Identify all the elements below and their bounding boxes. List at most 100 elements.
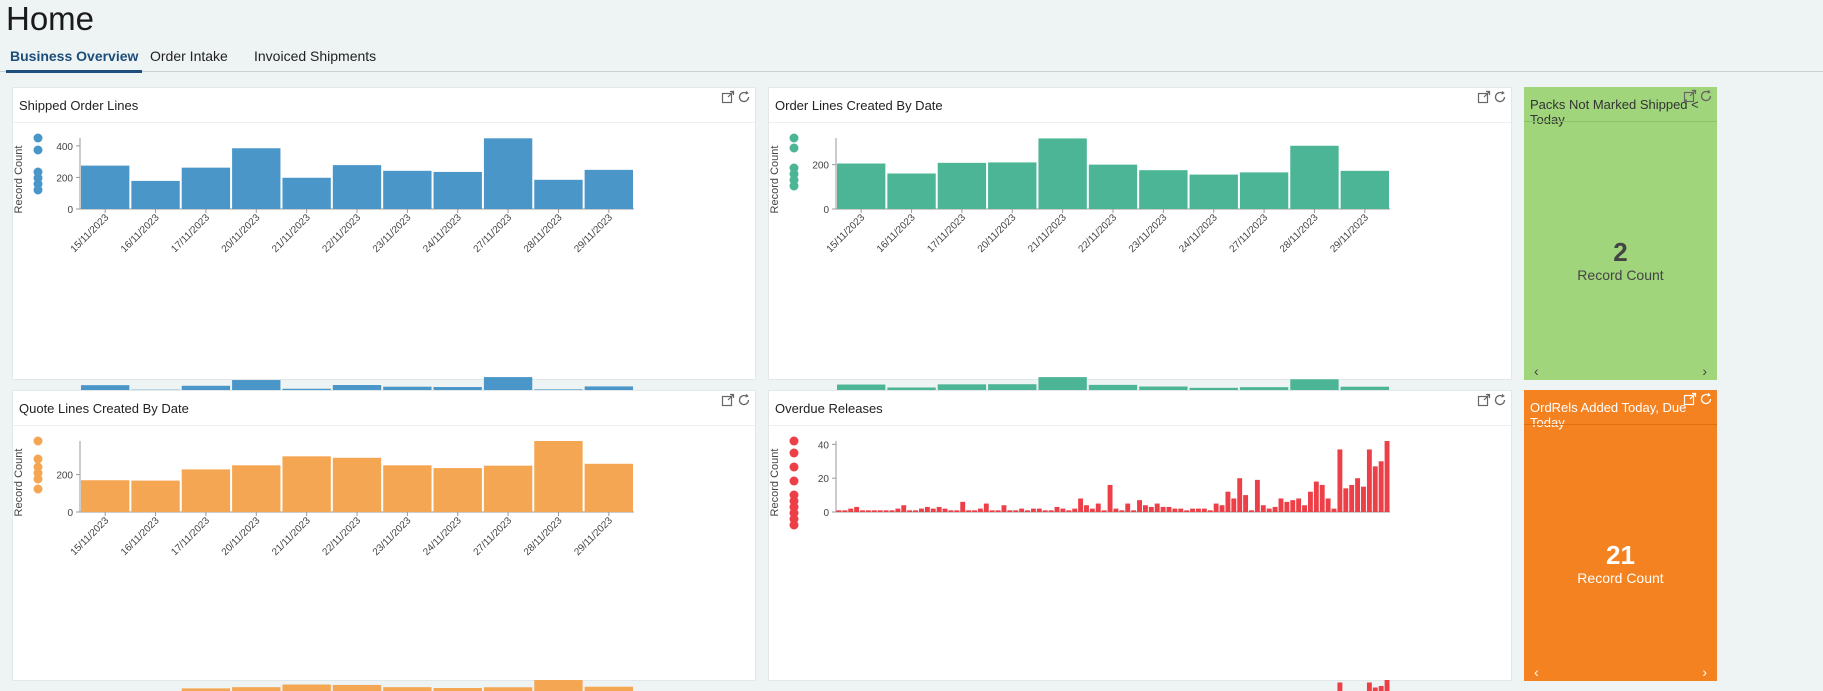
bar[interactable] bbox=[1239, 172, 1289, 209]
bar[interactable] bbox=[836, 510, 842, 512]
bar[interactable] bbox=[1078, 498, 1084, 512]
bar[interactable] bbox=[1030, 508, 1036, 512]
bar[interactable] bbox=[1001, 505, 1007, 512]
bar[interactable] bbox=[1196, 508, 1201, 512]
bar[interactable] bbox=[1166, 506, 1172, 512]
bar[interactable] bbox=[1337, 449, 1343, 512]
bar[interactable] bbox=[1148, 506, 1154, 512]
bar[interactable] bbox=[1137, 500, 1142, 512]
open-external-icon[interactable] bbox=[1477, 90, 1491, 104]
bar[interactable] bbox=[1189, 174, 1238, 209]
bar[interactable] bbox=[960, 501, 966, 512]
bar[interactable] bbox=[895, 508, 901, 512]
bar[interactable] bbox=[936, 506, 942, 512]
legend-dot[interactable] bbox=[33, 474, 43, 484]
bar[interactable] bbox=[1219, 505, 1225, 512]
tab-order-intake[interactable]: Order Intake bbox=[150, 48, 228, 64]
bar[interactable] bbox=[948, 510, 954, 512]
bar[interactable] bbox=[232, 148, 281, 209]
bar[interactable] bbox=[1366, 449, 1372, 512]
bar[interactable] bbox=[1054, 506, 1060, 512]
bar[interactable] bbox=[983, 503, 989, 512]
bar[interactable] bbox=[332, 457, 382, 512]
bar[interactable] bbox=[1113, 508, 1119, 512]
bar[interactable] bbox=[919, 508, 924, 512]
legend-dot[interactable] bbox=[789, 133, 799, 143]
bar[interactable] bbox=[930, 508, 936, 512]
bar[interactable] bbox=[1260, 505, 1266, 512]
refresh-icon[interactable] bbox=[737, 90, 751, 104]
prev-button[interactable]: ‹ bbox=[1534, 664, 1539, 680]
bar[interactable] bbox=[883, 510, 889, 512]
bar[interactable] bbox=[1384, 441, 1390, 512]
bar[interactable] bbox=[1038, 138, 1087, 209]
bar[interactable] bbox=[966, 510, 972, 512]
bar[interactable] bbox=[854, 506, 860, 512]
bar[interactable] bbox=[282, 456, 331, 512]
bar[interactable] bbox=[1154, 503, 1160, 512]
bar[interactable] bbox=[1302, 505, 1307, 512]
open-external-icon[interactable] bbox=[1683, 392, 1697, 406]
bar[interactable] bbox=[1361, 486, 1366, 512]
bar[interactable] bbox=[871, 510, 877, 512]
bar[interactable] bbox=[1378, 461, 1384, 512]
next-button[interactable]: › bbox=[1702, 664, 1707, 680]
bar[interactable] bbox=[1190, 508, 1196, 512]
bar[interactable] bbox=[1290, 145, 1339, 209]
bar[interactable] bbox=[1349, 484, 1355, 512]
open-external-icon[interactable] bbox=[721, 90, 735, 104]
bar[interactable] bbox=[1243, 495, 1249, 512]
bar[interactable] bbox=[1207, 510, 1213, 512]
legend-dot[interactable] bbox=[789, 143, 799, 153]
bar[interactable] bbox=[842, 510, 848, 512]
legend-dot[interactable] bbox=[33, 484, 43, 494]
bar[interactable] bbox=[1131, 510, 1137, 512]
bar[interactable] bbox=[907, 510, 913, 512]
bar[interactable] bbox=[81, 480, 130, 512]
bar[interactable] bbox=[483, 138, 533, 209]
bar[interactable] bbox=[1340, 170, 1389, 209]
prev-button[interactable]: ‹ bbox=[1534, 363, 1539, 379]
refresh-icon[interactable] bbox=[1699, 392, 1713, 406]
bar[interactable] bbox=[1042, 510, 1048, 512]
bar[interactable] bbox=[1278, 498, 1284, 512]
bar[interactable] bbox=[1089, 508, 1095, 512]
bar[interactable] bbox=[1254, 479, 1260, 512]
bar[interactable] bbox=[989, 510, 995, 512]
bar[interactable] bbox=[937, 162, 987, 209]
legend-dot[interactable] bbox=[789, 476, 799, 486]
bar[interactable] bbox=[433, 171, 482, 209]
bar[interactable] bbox=[1313, 481, 1319, 512]
refresh-icon[interactable] bbox=[1493, 90, 1507, 104]
bar[interactable] bbox=[332, 165, 382, 209]
bar[interactable] bbox=[988, 162, 1037, 209]
bar[interactable] bbox=[1142, 505, 1148, 512]
legend-dot[interactable] bbox=[33, 185, 43, 195]
bar[interactable] bbox=[942, 508, 948, 512]
bar[interactable] bbox=[584, 463, 633, 512]
bar[interactable] bbox=[877, 510, 883, 512]
bar[interactable] bbox=[1060, 508, 1066, 512]
legend-dot[interactable] bbox=[789, 462, 799, 472]
legend-dot[interactable] bbox=[789, 448, 799, 458]
bar[interactable] bbox=[1178, 508, 1184, 512]
tab-invoiced-shipments[interactable]: Invoiced Shipments bbox=[254, 48, 377, 64]
legend-dot[interactable] bbox=[789, 520, 799, 530]
bar[interactable] bbox=[995, 510, 1001, 512]
open-external-icon[interactable] bbox=[721, 393, 735, 407]
bar[interactable] bbox=[1088, 164, 1138, 209]
bar[interactable] bbox=[584, 169, 633, 209]
bar[interactable] bbox=[1095, 503, 1101, 512]
refresh-icon[interactable] bbox=[1699, 89, 1713, 103]
bar[interactable] bbox=[383, 465, 432, 512]
bar[interactable] bbox=[181, 167, 231, 209]
bar[interactable] bbox=[1084, 505, 1089, 512]
bar[interactable] bbox=[232, 465, 281, 512]
bar[interactable] bbox=[1072, 508, 1078, 512]
legend-dot[interactable] bbox=[33, 454, 43, 464]
bar[interactable] bbox=[860, 510, 865, 512]
bar[interactable] bbox=[1237, 478, 1243, 512]
next-button[interactable]: › bbox=[1702, 363, 1707, 379]
legend-dot[interactable] bbox=[789, 436, 799, 446]
bar[interactable] bbox=[1331, 508, 1337, 512]
